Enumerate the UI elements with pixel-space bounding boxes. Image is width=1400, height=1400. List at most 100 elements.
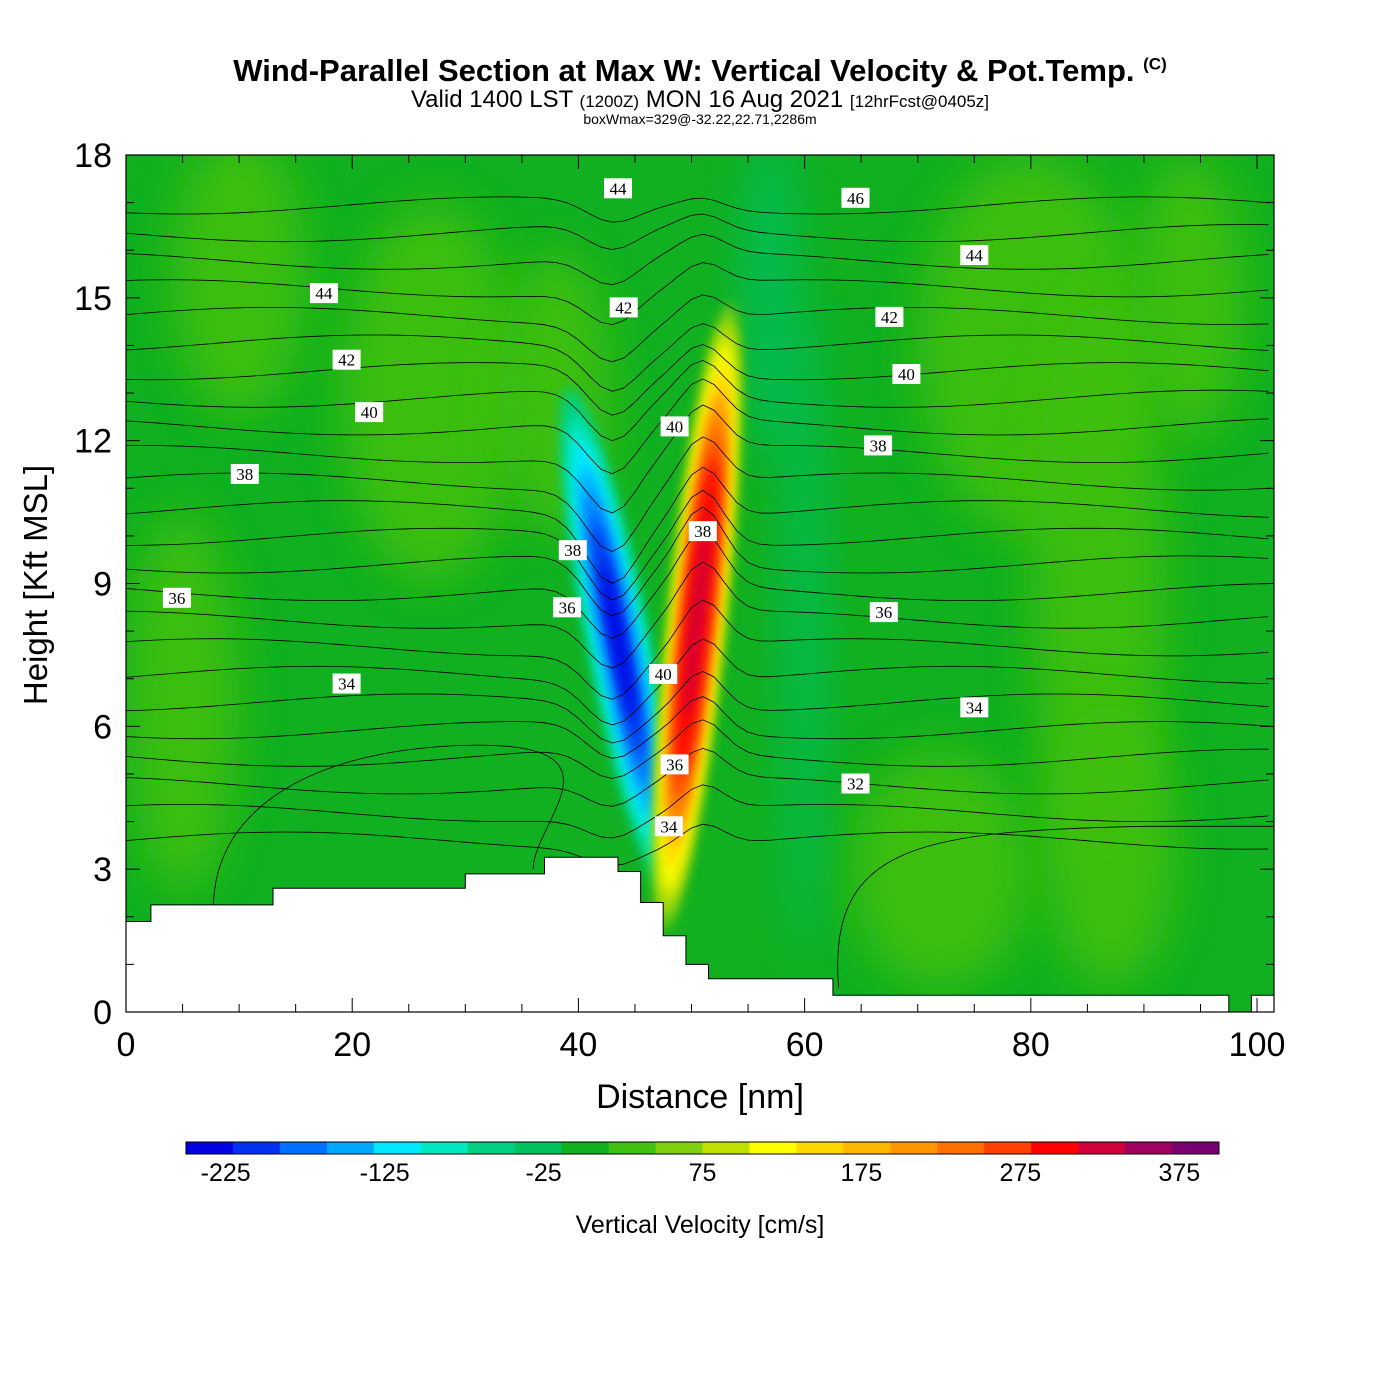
velocity-band [745, 155, 796, 465]
y-axis-label: Height [Kft MSL] [17, 465, 54, 705]
velocity-band [787, 297, 822, 965]
theta-contour [126, 784, 1269, 839]
theta-contour [126, 196, 1269, 223]
contour-label-box [841, 187, 870, 208]
colorbar-swatch [1078, 1142, 1126, 1154]
colorbar-swatch [467, 1142, 516, 1154]
contour-label: 46 [841, 187, 870, 208]
theta-contour [126, 323, 1269, 392]
theta-contour [126, 670, 1269, 744]
contour-label-text: 38 [236, 465, 253, 484]
plot-area: 44 46 44 44 42 42 42 40 40 40 38 38 38 38 36 36 36 40 34 34… [126, 155, 1274, 1012]
contour-label-text: 34 [966, 698, 984, 717]
y-tick-label: 3 [93, 851, 112, 889]
contour-label-box [869, 602, 898, 623]
theta-contour [126, 638, 1269, 726]
contour-label-box [960, 697, 989, 718]
contour-label-box [841, 773, 870, 794]
colorbar-swatch [937, 1142, 985, 1154]
forecast-info: [12hrFcst@0405z] [849, 92, 990, 111]
theta-contour [126, 359, 1269, 442]
velocity-band [1042, 702, 1178, 989]
contour-label: 38 [864, 435, 893, 456]
theta-contour [126, 294, 1269, 363]
contour-label-box [230, 464, 259, 484]
x-tick-label: 40 [559, 1026, 597, 1064]
colorbar-swatch [279, 1142, 328, 1154]
colorbar-swatch [702, 1142, 750, 1154]
contour-label-box [609, 297, 638, 318]
contour-label-text: 44 [610, 179, 628, 198]
theta-contour [126, 213, 1269, 250]
contour-label-box [355, 402, 384, 423]
theta-contour [126, 561, 1269, 669]
contour-label-box [604, 178, 632, 199]
colorbar-swatch [561, 1142, 610, 1154]
theta-contour [126, 489, 1269, 601]
contour-label-text: 36 [168, 589, 185, 608]
x-tick-label: 80 [1012, 1026, 1050, 1064]
contour-label-box [660, 416, 689, 437]
copyright-mark: (C) [1143, 54, 1167, 74]
colorbar-tick-label: 375 [1158, 1159, 1200, 1187]
contour-label-text: 42 [338, 351, 355, 370]
contour-label: 44 [309, 283, 338, 304]
contour-label-box [875, 306, 904, 327]
contour-label-box [654, 816, 683, 837]
contour-label-box [864, 435, 893, 456]
contour-label-box [332, 673, 361, 694]
velocity-band [849, 750, 1031, 989]
contour-label: 40 [649, 664, 678, 684]
colorbar-swatch [326, 1142, 375, 1154]
theta-contour [126, 823, 1269, 867]
contour-label-box [162, 587, 191, 608]
contour-label-box [960, 245, 989, 265]
contour-label-text: 44 [966, 246, 984, 265]
theta-contours [126, 196, 1274, 989]
y-tick-label: 9 [93, 566, 112, 604]
contour-label-text: 42 [881, 308, 898, 327]
velocity-band [171, 155, 307, 417]
valid-date: MON 16 Aug 2021 [645, 86, 844, 113]
utc-time: (1200Z) [579, 92, 640, 111]
terrain [126, 856, 1274, 1012]
contour-label-text: 40 [361, 403, 378, 422]
velocity-band [340, 202, 522, 584]
contour-label: 42 [609, 297, 638, 318]
colorbar-swatch [514, 1142, 563, 1154]
x-axis-label: Distance [nm] [596, 1078, 804, 1116]
contour-label-box [688, 521, 717, 542]
colorbar-swatch [984, 1142, 1032, 1154]
x-tick-label: 100 [1229, 1026, 1286, 1064]
boxwmax-info: boxWmax=329@-32.22,22.71,2286m [583, 111, 817, 127]
contour-label-box [660, 754, 689, 775]
theta-contour [126, 436, 1269, 553]
chart-title-text: Wind-Parallel Section at Max W: Vertical… [233, 53, 1135, 88]
colorbar-swatch [232, 1142, 281, 1154]
contour-label-box [332, 349, 361, 370]
colorbar-swatch [843, 1142, 891, 1154]
y-tick-label: 6 [93, 708, 112, 746]
colorbar-swatch [796, 1142, 844, 1154]
colorbar-tick-label: 275 [999, 1159, 1041, 1187]
contour-label: 38 [230, 464, 259, 484]
contour-label-box [309, 283, 338, 304]
contour-label-text: 36 [875, 603, 892, 622]
contour-label-text: 42 [615, 298, 632, 317]
theta-contour [126, 599, 1269, 700]
downdraft-band [601, 561, 635, 721]
updraft-band [684, 512, 711, 721]
contour-label-text: 34 [338, 675, 356, 694]
contour-label: 44 [960, 245, 989, 265]
contour-label-text: 40 [655, 665, 672, 684]
contour-label-text: 32 [847, 775, 864, 794]
contour-label-text: 38 [694, 522, 711, 541]
contour-label: 34 [332, 673, 361, 694]
y-tick-label: 0 [93, 994, 112, 1032]
y-tick-label: 18 [74, 137, 112, 175]
theta-contour [126, 466, 1269, 584]
contour-label-text: 40 [898, 365, 915, 384]
colorbar-label: Vertical Velocity [cm/s] [576, 1211, 825, 1239]
contour-label: 40 [660, 416, 689, 437]
